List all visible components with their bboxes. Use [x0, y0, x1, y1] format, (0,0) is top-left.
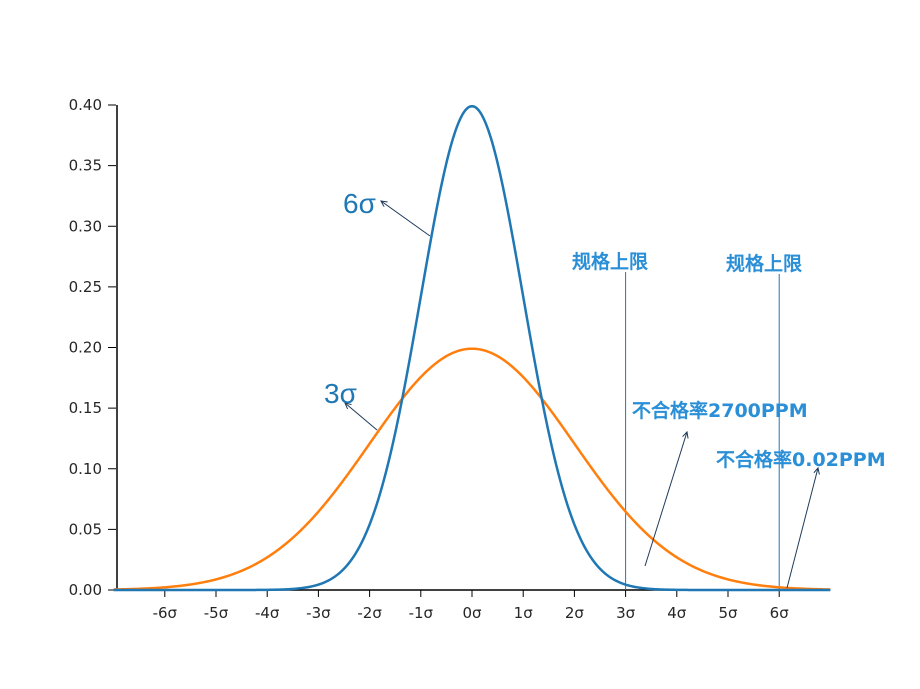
annotation-arrow-002ppm — [786, 468, 818, 589]
spec-limit-lines — [625, 272, 780, 590]
x-tick-label: 4σ — [667, 604, 687, 622]
x-tick-label: -5σ — [204, 604, 229, 622]
annotation-reject-2700ppm: 不合格率2700PPM — [632, 399, 808, 422]
y-tick-label: 0.40 — [69, 96, 102, 114]
x-tick-label: 0σ — [462, 604, 482, 622]
x-tick-label: 6σ — [770, 604, 790, 622]
x-tick-label: 2σ — [565, 604, 585, 622]
series-3sigma-curve — [113, 347, 831, 591]
x-tick-label: -2σ — [357, 604, 382, 622]
y-tick-label: 0.15 — [69, 399, 102, 417]
y-tick-label: 0.25 — [69, 278, 102, 296]
y-tick-label: 0.30 — [69, 217, 102, 235]
x-tick-label: -3σ — [306, 604, 331, 622]
x-ticks: -6σ -5σ -4σ -3σ -2σ -1σ 0σ 1σ 2σ 3σ 4σ 5σ 6σ — [153, 590, 790, 622]
y-tick-label: 0.20 — [69, 339, 102, 357]
spec-limit-label-3: 规格上限 — [572, 250, 648, 273]
x-tick-label: -1σ — [409, 604, 434, 622]
x-tick-label: 3σ — [616, 604, 636, 622]
y-tick-label: 0.35 — [69, 157, 102, 175]
x-tick-label: 5σ — [718, 604, 738, 622]
x-tick-label: -6σ — [153, 604, 178, 622]
y-tick-label: 0.10 — [69, 460, 102, 478]
annotation-6sigma: 6σ — [343, 188, 376, 219]
x-tick-label: 1σ — [514, 604, 534, 622]
annotation-reject-002ppm: 不合格率0.02PPM — [716, 448, 886, 471]
spec-limit-label-6: 规格上限 — [726, 252, 802, 275]
annotation-arrow-3sigma — [345, 403, 378, 431]
annotation-arrow-6sigma — [381, 201, 431, 237]
annotation-3sigma: 3σ — [324, 378, 357, 409]
series-6sigma-curve — [113, 104, 831, 592]
y-ticks: 0.00 0.05 0.10 0.15 0.20 0.25 0.30 0.35 0.40 — [69, 96, 116, 599]
annotation-arrow-2700ppm — [644, 432, 687, 567]
y-tick-label: 0.05 — [69, 520, 102, 538]
y-tick-label: 0.00 — [69, 581, 102, 599]
x-tick-label: -4σ — [255, 604, 280, 622]
